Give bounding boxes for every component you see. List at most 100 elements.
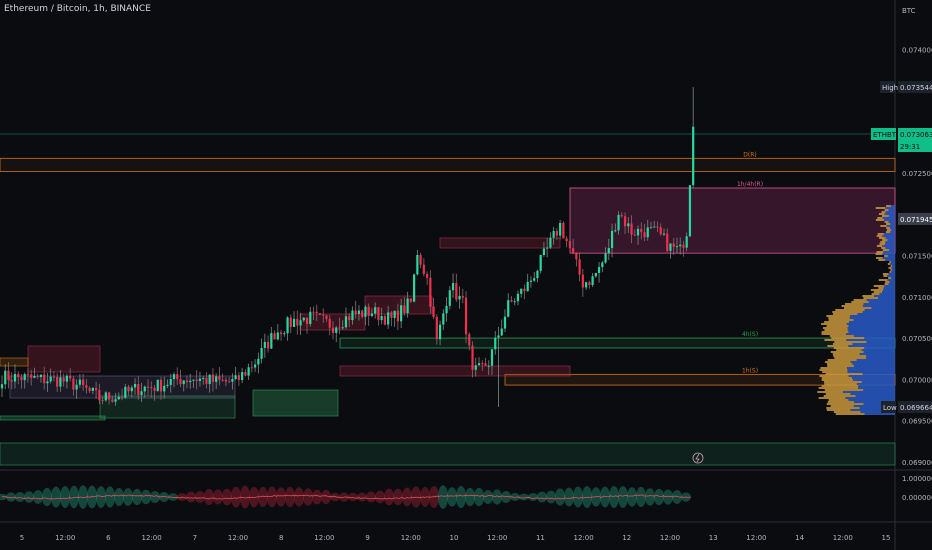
candle-body (562, 222, 565, 239)
low-tag-box (881, 401, 896, 414)
volume-profile-bar (874, 295, 895, 297)
order-block (0, 357, 29, 367)
oscillator-wave (51, 486, 61, 508)
candle-body (208, 374, 211, 385)
volume-profile-bar (824, 329, 848, 331)
volume-profile-bar (886, 229, 892, 231)
volume-profile-bar (825, 393, 851, 395)
volume-profile-bar (834, 341, 867, 343)
candle-body (357, 310, 361, 314)
candle-body (536, 270, 539, 279)
volume-profile-bar (852, 343, 895, 345)
volume-profile-bar (890, 263, 895, 265)
candle-body (192, 379, 195, 381)
candle-body (643, 232, 646, 238)
oscillator-wave (249, 486, 259, 508)
volume-profile-bar (890, 269, 893, 271)
high-tag: High (882, 84, 898, 92)
oscillator-wave (141, 489, 151, 505)
volume-profile-bar (875, 207, 886, 209)
volume-profile-bar (878, 259, 886, 261)
volume-profile-bar (888, 267, 892, 269)
volume-profile-bar (879, 293, 895, 295)
volume-profile-bar (823, 395, 856, 397)
oscillator-wave (123, 488, 133, 506)
volume-profile-bar (890, 231, 895, 233)
volume-profile-bar (887, 279, 895, 281)
last-price-value: 0.073063 (900, 131, 932, 139)
volume-profile-bar (852, 377, 895, 379)
currency-label: BTC (902, 7, 916, 15)
volume-profile-bar (882, 245, 895, 247)
oscillator-wave (636, 486, 646, 508)
candle-body (231, 378, 234, 382)
oscillator-wave (492, 489, 502, 505)
oscillator-wave (312, 489, 322, 505)
volume-profile-bar (871, 293, 880, 295)
candle-body (487, 365, 490, 367)
candle-body (101, 400, 104, 402)
candle-body (581, 274, 584, 288)
lower-support-band (0, 442, 896, 466)
volume-profile-bar (866, 299, 895, 301)
candle-body (523, 288, 526, 292)
candle-body (429, 277, 432, 307)
time-axis-tick: 12:00 (746, 534, 766, 542)
low-value-box (898, 401, 932, 414)
volume-profile-bar (875, 219, 884, 221)
oscillator-wave (204, 488, 214, 506)
candle-body (124, 386, 127, 398)
candle-body (419, 254, 422, 265)
candle-body (425, 273, 429, 278)
volume-profile-bar (850, 361, 895, 363)
volume-profile-bar (855, 395, 895, 397)
lightning-icon-glyph (695, 453, 700, 463)
time-axis-tick: 13 (709, 534, 718, 542)
volume-profile-bar (868, 301, 895, 303)
symbol-tag-box (871, 128, 896, 140)
oscillator-wave (573, 486, 583, 508)
volume-profile-bar (848, 331, 895, 333)
candle-body (309, 311, 312, 324)
candle-body (361, 310, 364, 317)
time-axis-tick: 12:00 (833, 534, 853, 542)
oscillator-wave (645, 488, 655, 506)
candle-body (338, 327, 341, 329)
candle-body (662, 233, 666, 235)
candle-body (69, 375, 72, 379)
candle-body (312, 311, 315, 313)
volume-profile-bar (859, 407, 895, 409)
candle-body (500, 328, 503, 336)
candle-body (578, 259, 581, 275)
time-axis-tick: 12:00 (487, 534, 507, 542)
volume-profile-bar (830, 351, 864, 353)
volume-profile-bar (866, 357, 895, 359)
lightning-icon[interactable] (692, 452, 704, 464)
volume-profile-bar (885, 259, 895, 261)
candle-body (494, 337, 497, 350)
volume-profile-bar (821, 333, 847, 335)
oscillator-wave (456, 485, 466, 509)
candle-body (468, 334, 471, 346)
volume-profile-bar (876, 251, 884, 253)
candle-body (198, 378, 202, 381)
volume-profile-bar (876, 257, 883, 259)
candle-body (273, 333, 276, 340)
candle-body (591, 276, 594, 286)
time-axis-tick: 7 (193, 534, 197, 542)
candle-body (646, 227, 649, 238)
volume-profile-bar (858, 385, 895, 387)
volume-profile-bar (821, 385, 859, 387)
volume-profile-bar (888, 277, 892, 279)
volume-profile-bar (850, 393, 895, 395)
volume-profile-bar (827, 365, 855, 367)
volume-profile-bar (847, 367, 895, 369)
volume-profile-bar (880, 241, 886, 243)
candle-body (234, 375, 237, 379)
oscillator-wave (321, 489, 331, 505)
volume-profile-bar (830, 405, 854, 407)
volume-profile-bar (879, 237, 886, 239)
oscillator-wave (231, 486, 241, 508)
